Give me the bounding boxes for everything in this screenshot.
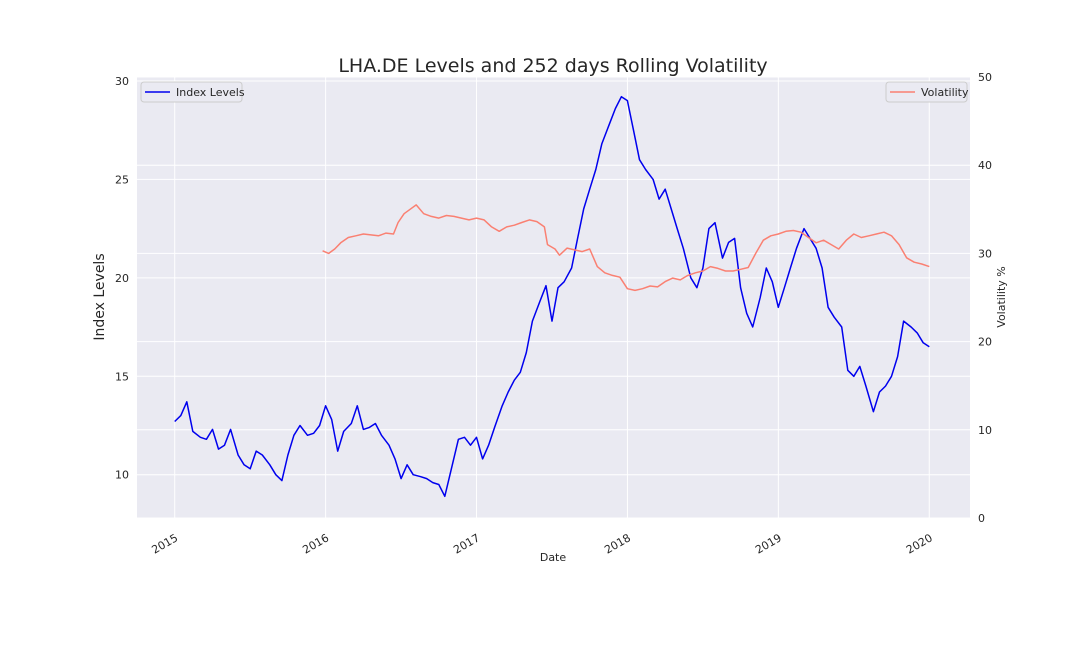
legend-volatility-box — [885, 81, 968, 103]
y-right-tick-label: 50 — [978, 71, 992, 84]
legend-index-levels: Index Levels — [140, 81, 245, 103]
plot-background — [137, 77, 970, 518]
y-right-tick-label: 40 — [978, 159, 992, 172]
chart-title: LHA.DE Levels and 252 days Rolling Volat… — [338, 55, 767, 77]
series-layer — [174, 95, 930, 498]
legend-volatility: Volatility — [885, 81, 969, 103]
y-left-tick-label: 25 — [115, 173, 129, 186]
index-levels-line — [174, 95, 930, 498]
x-tick-label: 2016 — [300, 531, 331, 556]
y-left-tick-label: 10 — [115, 469, 129, 482]
y-right-tick-label: 20 — [978, 336, 992, 349]
grid-layer — [137, 76, 970, 519]
x-tick-label: 2017 — [451, 531, 482, 556]
y-left-tick-label: 15 — [115, 370, 129, 383]
y-axis-label-right: Volatility % — [995, 266, 1008, 327]
x-tick-label: 2018 — [602, 531, 633, 556]
x-tick-label: 2020 — [904, 531, 935, 556]
y-left-tick-label: 30 — [115, 75, 129, 88]
volatility-line — [322, 204, 930, 292]
y-right-tick-label: 30 — [978, 247, 992, 260]
legend-volatility-label: Volatility — [921, 86, 969, 99]
x-tick-label: 2019 — [753, 531, 784, 556]
legend-index-label: Index Levels — [176, 86, 245, 99]
y-axis-label-left: Index Levels — [92, 253, 108, 340]
y-right-tick-label: 10 — [978, 424, 992, 437]
y-left-tick-label: 20 — [115, 272, 129, 285]
legend-index-box — [140, 81, 243, 103]
y-right-tick-label: 0 — [978, 512, 985, 525]
x-axis-label: Date — [540, 551, 567, 564]
x-tick-label: 2015 — [149, 531, 180, 556]
